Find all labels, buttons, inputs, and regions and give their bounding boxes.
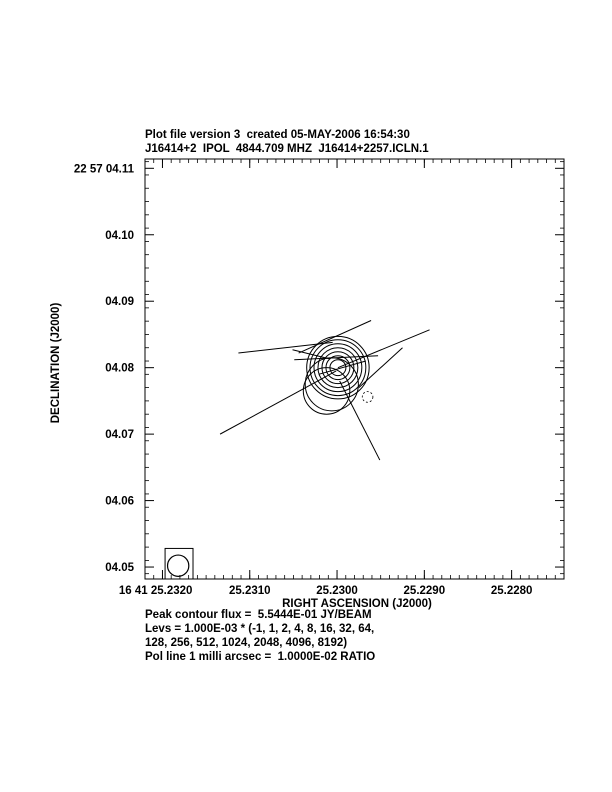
peak-flux-text: Peak contour flux = 5.5444E-01 JY/BEAM bbox=[145, 609, 372, 621]
pol-vector bbox=[298, 320, 372, 354]
x-tick-label: 25.2300 bbox=[316, 585, 358, 597]
polarization-vectors bbox=[219, 320, 430, 461]
x-tick-label: 16 41 25.2320 bbox=[119, 585, 193, 597]
x-axis-title: RIGHT ASCENSION (J2000) bbox=[282, 598, 432, 610]
y-tick-label: 04.05 bbox=[105, 562, 134, 574]
y-axis-title: DECLINATION (J2000) bbox=[50, 303, 62, 424]
plot-frame bbox=[144, 158, 565, 580]
pol-vector bbox=[337, 329, 430, 369]
contour-ring bbox=[309, 339, 367, 397]
contour-group bbox=[302, 335, 374, 415]
pol-line-scale-text: Pol line 1 milli arcsec = 1.0000E-02 RAT… bbox=[145, 651, 376, 663]
contour-ring bbox=[313, 343, 363, 393]
y-tick-label: 04.06 bbox=[105, 496, 134, 508]
levels-text-line-1: Levs = 1.000E-03 * (-1, 1, 2, 4, 8, 16, … bbox=[145, 623, 375, 635]
plot-header-line-2: J16414+2 IPOL 4844.709 MHZ J16414+2257.I… bbox=[145, 143, 429, 155]
axis-ticks: 16 41 25.2320 25.2310 25.2300 25.2290 25.228… bbox=[74, 159, 565, 597]
beam-ellipse bbox=[166, 554, 190, 577]
y-tick-label: 04.08 bbox=[105, 363, 134, 375]
pol-vector bbox=[219, 370, 337, 435]
y-tick-label: 04.10 bbox=[105, 230, 134, 242]
plot-border bbox=[144, 158, 565, 580]
y-tick-label: 04.07 bbox=[105, 429, 134, 441]
x-tick-label: 25.2290 bbox=[404, 585, 446, 597]
pol-vector bbox=[358, 347, 403, 388]
y-tick-label: 22 57 04.11 bbox=[74, 163, 135, 175]
pol-vector bbox=[292, 349, 331, 360]
beam-group bbox=[164, 547, 194, 580]
negative-contour bbox=[361, 391, 374, 403]
y-tick-label: 04.09 bbox=[105, 296, 134, 308]
x-tick-label: 25.2280 bbox=[491, 585, 533, 597]
x-tick-label: 25.2310 bbox=[229, 585, 271, 597]
pol-vector bbox=[318, 360, 366, 375]
pol-vector bbox=[238, 341, 333, 354]
contour-ring bbox=[306, 335, 370, 400]
pol-vector bbox=[339, 380, 381, 461]
plot-header-line-1: Plot file version 3 created 05-MAY-2006 … bbox=[145, 129, 410, 141]
beam-box bbox=[164, 547, 194, 580]
levels-text-line-2: 128, 256, 512, 1024, 2048, 4096, 8192) bbox=[145, 637, 348, 649]
contour-ring bbox=[317, 347, 359, 389]
pol-vector bbox=[294, 355, 379, 361]
extended-contour bbox=[302, 367, 351, 415]
